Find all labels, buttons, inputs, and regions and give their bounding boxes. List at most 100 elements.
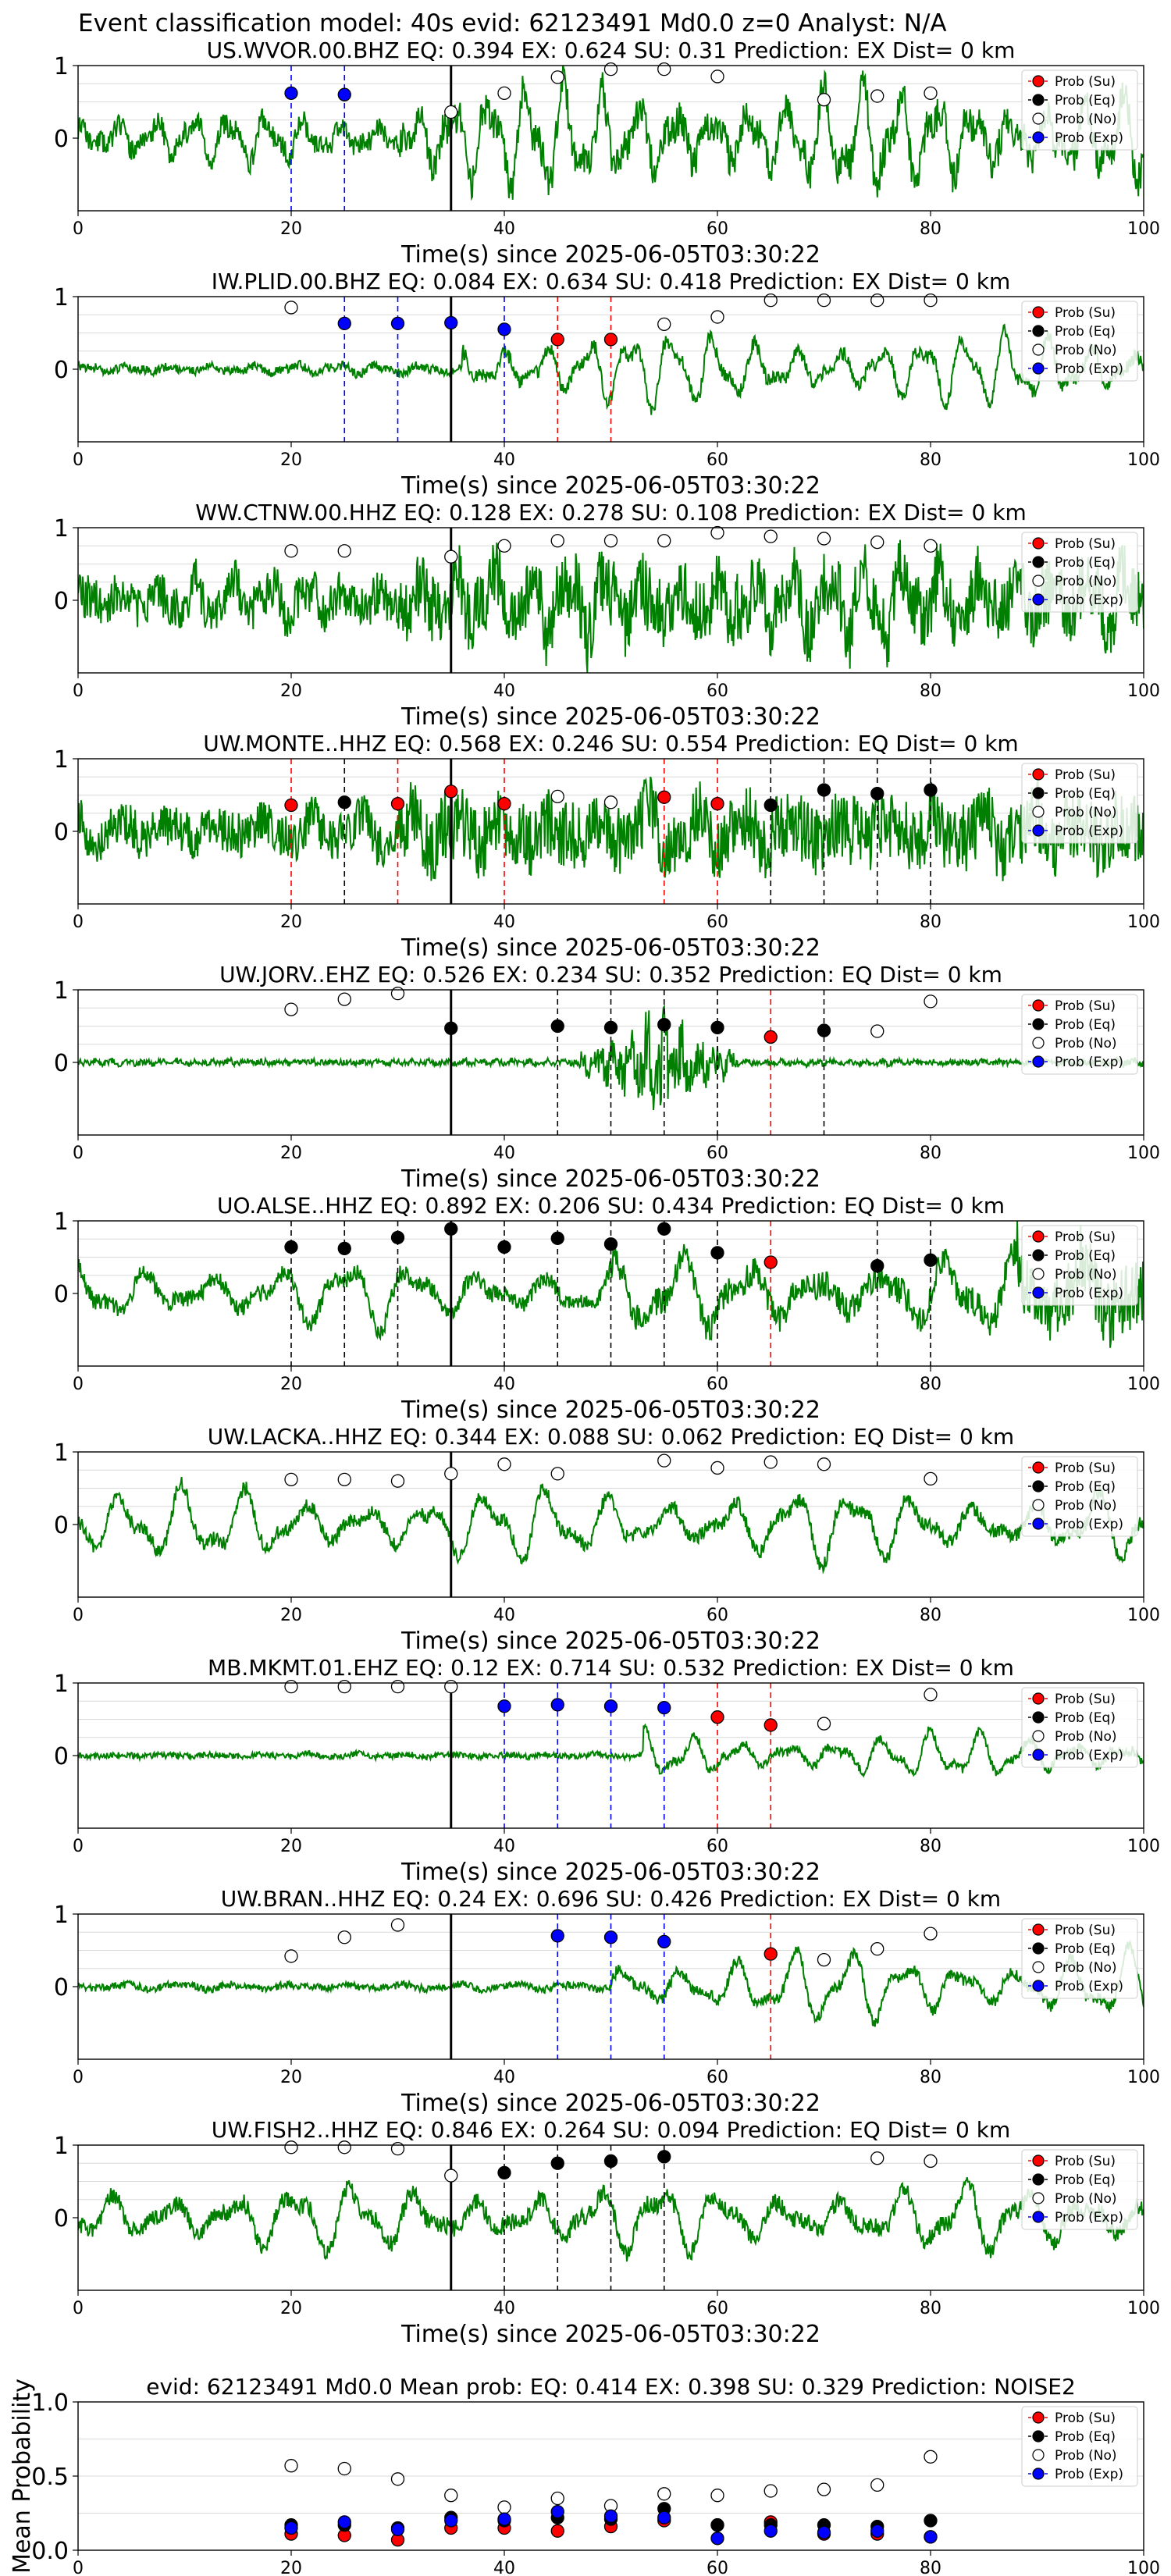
legend-marker-su — [1032, 1461, 1045, 1474]
marker-no — [870, 535, 884, 550]
marker-su — [444, 785, 458, 799]
legend-label: Prob (Su) — [1055, 536, 1116, 552]
axes-frame — [77, 1220, 1144, 1367]
legend-marker-su — [1032, 768, 1045, 781]
x-tick-label: 80 — [920, 1606, 941, 1625]
marker-su — [550, 333, 564, 347]
legend-label: Prob (Su) — [1055, 1229, 1116, 1245]
x-axis-label: Time(s) since 2025-06-05T03:30:22 — [400, 472, 820, 500]
legend-label: Prob (No) — [1055, 2448, 1117, 2464]
x-tick-label: 40 — [493, 2068, 515, 2087]
y-tick-label: 1 — [54, 1439, 69, 1467]
marker-no — [870, 2151, 884, 2165]
marker-su — [763, 1947, 778, 1961]
axes-frame — [77, 2401, 1144, 2551]
marker-no — [337, 992, 351, 1006]
x-tick-label: 0 — [73, 913, 84, 932]
legend-marker-exp — [1032, 2467, 1045, 2480]
x-tick-label: 20 — [280, 1144, 302, 1163]
point-no — [284, 2459, 298, 2473]
waveform-trace — [78, 1221, 1144, 1348]
x-tick-label: 60 — [707, 1606, 728, 1625]
point-exp — [870, 2524, 884, 2538]
x-tick-label: 100 — [1127, 2559, 1160, 2576]
legend-marker-exp — [1032, 824, 1045, 837]
x-tick-label: 80 — [920, 1144, 941, 1163]
marker-no — [550, 70, 564, 84]
legend-label: Prob (Exp) — [1055, 1055, 1123, 1070]
legend-label: Prob (Exp) — [1055, 824, 1123, 839]
waveform-trace — [78, 2177, 1144, 2262]
panel-8: MB.MKMT.01.EHZ EQ: 0.12 EX: 0.714 SU: 0.… — [54, 1655, 1160, 1886]
x-tick-label: 80 — [920, 219, 941, 239]
legend-marker-eq — [1032, 1942, 1045, 1955]
x-tick-label: 100 — [1127, 1144, 1160, 1163]
marker-exp — [444, 315, 458, 330]
x-tick-label: 60 — [707, 2559, 728, 2576]
marker-no — [444, 1679, 458, 1694]
marker-no — [710, 525, 724, 540]
x-tick-label: 0 — [73, 2299, 84, 2318]
x-tick-label: 20 — [280, 913, 302, 932]
marker-no — [390, 987, 405, 1001]
x-tick-label: 80 — [920, 2559, 941, 2576]
marker-eq — [924, 783, 938, 797]
marker-no — [390, 1918, 405, 1932]
x-tick-label: 40 — [493, 450, 515, 470]
x-tick-label: 80 — [920, 2299, 941, 2318]
legend-marker-su — [1032, 1923, 1045, 1936]
panel-title: WW.CTNW.00.HHZ EQ: 0.128 EX: 0.278 SU: 0… — [195, 500, 1026, 525]
legend-label: Prob (No) — [1055, 1267, 1117, 1283]
x-tick-label: 60 — [707, 1837, 728, 1856]
legend-label: Prob (No) — [1055, 805, 1117, 820]
panel-6: UO.ALSE..HHZ EQ: 0.892 EX: 0.206 SU: 0.4… — [54, 1193, 1160, 1424]
legend-label: Prob (Su) — [1055, 767, 1116, 783]
legend-box — [1021, 301, 1138, 382]
marker-no — [817, 1717, 831, 1731]
axes-frame — [77, 296, 1144, 443]
marker-exp — [337, 87, 351, 101]
x-tick-label: 100 — [1127, 1375, 1160, 1394]
marker-exp — [657, 1700, 671, 1715]
marker-no — [657, 62, 671, 76]
legend-box — [1021, 69, 1138, 151]
axes-frame — [77, 1913, 1144, 2060]
marker-eq — [870, 1259, 884, 1273]
plot-area — [78, 528, 1144, 673]
marker-no — [390, 1679, 405, 1694]
marker-no — [550, 1467, 564, 1481]
x-tick-label: 60 — [707, 219, 728, 239]
point-exp — [603, 2509, 618, 2523]
x-axis-label: Time(s) since 2025-06-05T03:30:22 — [400, 1628, 820, 1655]
marker-no — [603, 795, 618, 809]
marker-exp — [550, 1698, 564, 1712]
legend-marker-eq — [1032, 556, 1045, 568]
panel-9: UW.BRAN..HHZ EQ: 0.24 EX: 0.696 SU: 0.42… — [54, 1886, 1160, 2117]
x-tick-label: 40 — [493, 681, 515, 701]
point-no — [924, 2450, 938, 2464]
legend-marker-eq — [1032, 1480, 1045, 1493]
marker-eq — [817, 783, 831, 797]
x-tick-label: 20 — [280, 2068, 302, 2087]
y-tick-label: 0 — [54, 1512, 69, 1539]
marker-eq — [710, 1020, 724, 1035]
marker-no — [924, 293, 938, 308]
legend-marker-eq — [1032, 1249, 1045, 1261]
marker-eq — [657, 1017, 671, 1032]
marker-no — [870, 1024, 884, 1038]
marker-no — [284, 1002, 298, 1016]
legend-label: Prob (Eq) — [1055, 1017, 1116, 1033]
marker-no — [817, 532, 831, 546]
legend-box — [1021, 1456, 1138, 1537]
waveform-trace — [78, 1723, 1144, 1778]
marker-no — [817, 1457, 831, 1471]
panel-2: IW.PLID.00.BHZ EQ: 0.084 EX: 0.634 SU: 0… — [54, 269, 1160, 500]
x-tick-label: 0 — [73, 2559, 84, 2576]
legend-label: Prob (Exp) — [1055, 2467, 1123, 2482]
panel-title: MB.MKMT.01.EHZ EQ: 0.12 EX: 0.714 SU: 0.… — [208, 1655, 1014, 1681]
marker-su — [763, 1718, 778, 1732]
marker-eq — [390, 1230, 405, 1245]
marker-no — [763, 529, 778, 543]
marker-no — [444, 2169, 458, 2183]
point-exp — [817, 2525, 831, 2539]
